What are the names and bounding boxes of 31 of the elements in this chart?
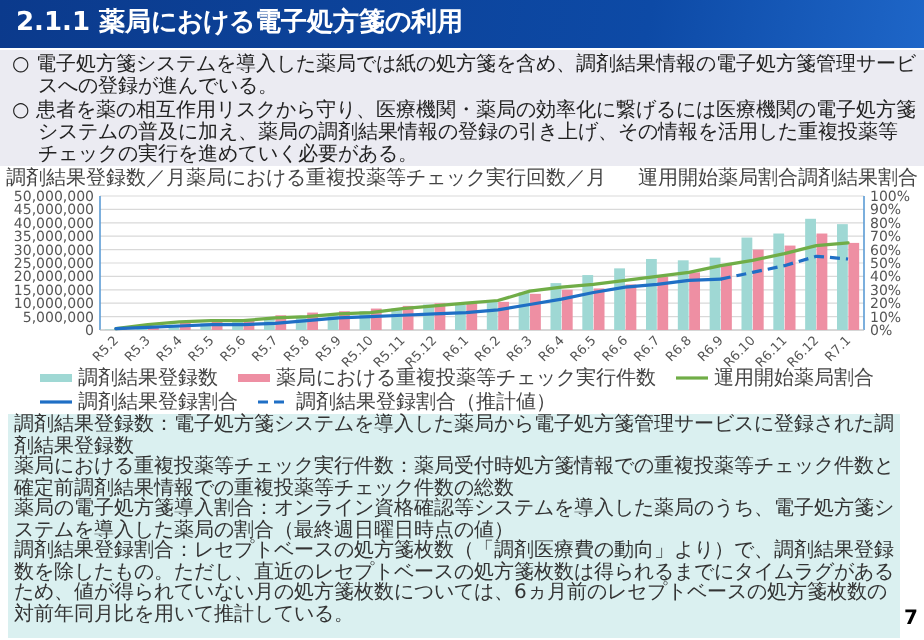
bar (805, 218, 816, 330)
bar (593, 288, 605, 330)
y-axis-title: 調剤結果登録数／月薬局における重複投薬等チェック実行回数／月 (6, 166, 606, 190)
chart-title: 2.1.1 薬局における電子処方箋の利用 (16, 8, 464, 40)
text: 薬局の電子処方箋導入割合：オンライン資格確認等システムを導入した薬局のうち、電子処方箋システムを導入した薬局の割合（最終週日曜日時点の値） (14, 498, 894, 541)
bar (561, 289, 573, 330)
text: ○ 電子処方箋システムを導入した薬局では紙の処方箋を含め、調剤結果情報の電子処方箋管理サービスへの登録が進んでいる。 (12, 54, 916, 98)
text: 薬局における重複投薬等チェック実行件数：薬局受付時処方箋情報での重複投薬等チェック件数と確定前調剤結果情報での重複投薬等チェック件数の総数 (14, 456, 894, 499)
legend-label: 調剤結果登録割合 (78, 390, 238, 414)
legend-label: 調剤結果登録数 (78, 366, 218, 390)
text: ○ 患者を薬の相互作用リスクから守り、医療機関・薬局の効率化に繋げるには医療機関の電子処方箋システムの普及に加え、薬局の調剤結果情報の登録の引き上げ、その情報を活用した重複投薬等チェックの実行を進めていく必要がある。 (12, 100, 916, 166)
bar (530, 293, 541, 330)
bar (721, 264, 732, 330)
legend-label: 調剤結果登録割合（推計値） (296, 390, 556, 414)
y2-axis-title: 運用開始薬局割合調剤結果割合 (638, 166, 918, 190)
bar (752, 249, 764, 330)
bar (773, 233, 785, 330)
bar (836, 224, 848, 330)
bar (784, 245, 796, 330)
bar (645, 258, 657, 330)
legend-label: 薬局における重複投薬等チェック実行件数 (276, 366, 656, 390)
line-series (114, 241, 850, 331)
legend-label: 運用開始薬局割合 (714, 366, 874, 390)
text: 調剤結果登録数：電子処方箋システムを導入した薬局から電子処方箋管理サービスに登録された調剤結果登録数 (14, 414, 894, 457)
text: 調剤結果登録割合：レセプトベースの処方箋枚数（「調剤医療費の動向」より）で、調剤結果登録数を除したもの。ただし、直近のレセプトベースの処方箋枚数は得られるまでにタイムラグがあるため、値が得られていない月の処方箋枚数については、6ヵ月前のレセプトベースの処方箋枚数の対前年同月比を用いて推計している。 (14, 540, 894, 626)
bar (657, 276, 669, 330)
bar (848, 242, 860, 330)
text: 7 (904, 608, 918, 632)
bar (677, 260, 689, 330)
bar (741, 237, 753, 330)
bar (689, 272, 701, 330)
